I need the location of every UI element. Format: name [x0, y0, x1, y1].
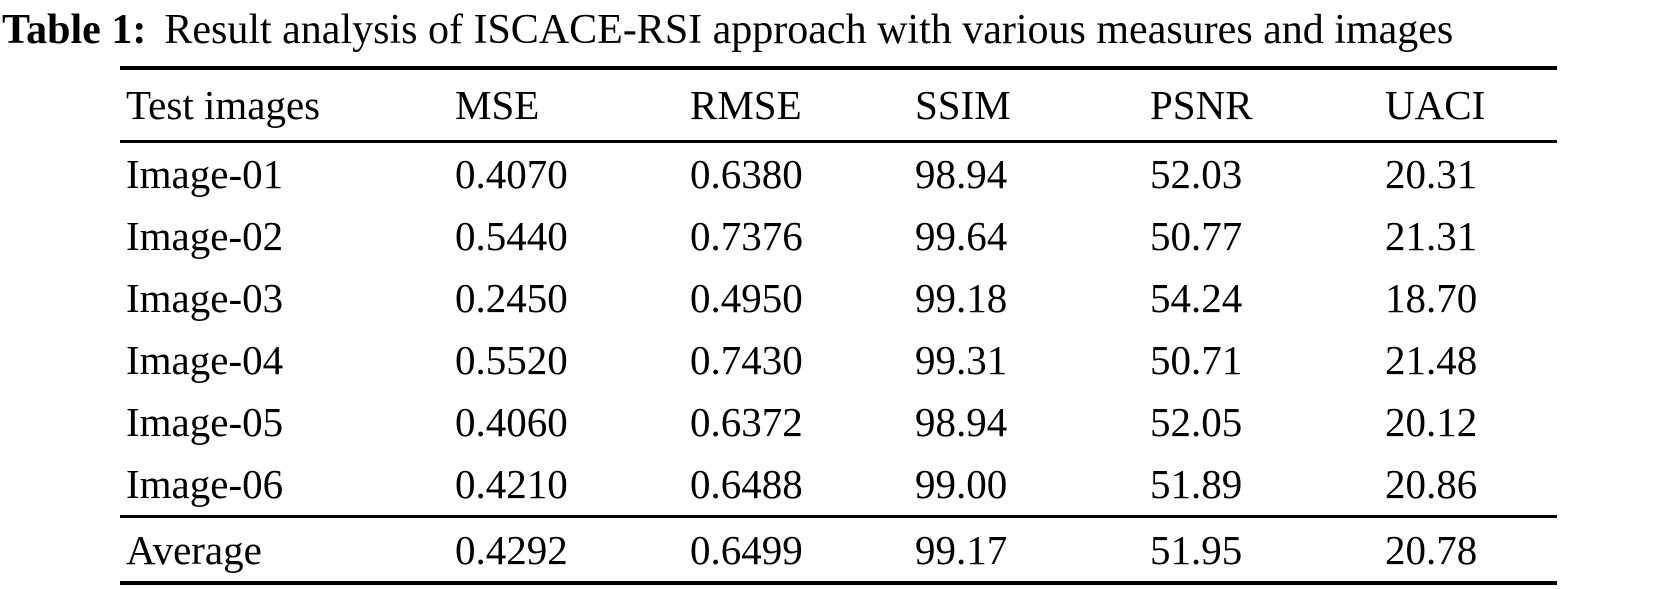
cell-uaci: 18.70: [1385, 275, 1478, 321]
cell-psnr: 51.89: [1150, 461, 1243, 507]
cell-rmse: 0.6499: [690, 515, 915, 583]
cell-rmse: 0.6372: [690, 399, 803, 445]
column-header-test-images: Test images: [120, 68, 455, 143]
row-label: Image-03: [126, 275, 284, 321]
cell-ssim: 99.00: [915, 461, 1008, 507]
cell-uaci: 20.31: [1385, 151, 1478, 197]
cell-mse: 0.4292: [455, 515, 690, 583]
table-caption-label: Table 1:: [2, 7, 147, 53]
cell-rmse: 0.7430: [690, 337, 803, 383]
cell-ssim: 99.18: [915, 275, 1008, 321]
column-header-uaci: UACI: [1385, 68, 1557, 143]
row-label: Image-04: [126, 337, 284, 383]
table-row: Image-05 0.4060 0.6372 98.94 52.05 20.12: [120, 391, 1557, 453]
table-caption: Table 1: Result analysis of ISCACE-RSI ap…: [2, 2, 1671, 58]
cell-mse: 0.4060: [455, 399, 568, 445]
results-table: Test images MSE RMSE SSIM PSNR UACI Imag…: [120, 66, 1557, 585]
average-row: Average 0.4292 0.6499 99.17 51.95 20.78: [120, 515, 1557, 583]
cell-psnr: 54.24: [1150, 275, 1243, 321]
row-label: Image-06: [126, 461, 284, 507]
row-label: Image-05: [126, 399, 284, 445]
table-row: Image-03 0.2450 0.4950 99.18 54.24 18.70: [120, 267, 1557, 329]
cell-rmse: 0.4950: [690, 275, 803, 321]
cell-mse: 0.4210: [455, 461, 568, 507]
cell-rmse: 0.6488: [690, 461, 803, 507]
cell-uaci: 20.78: [1385, 515, 1557, 583]
cell-ssim: 98.94: [915, 399, 1008, 445]
row-label: Image-02: [126, 213, 284, 259]
cell-ssim: 99.17: [915, 515, 1150, 583]
cell-mse: 0.5440: [455, 213, 568, 259]
column-header-ssim: SSIM: [915, 68, 1150, 143]
cell-uaci: 20.86: [1385, 461, 1478, 507]
cell-mse: 0.5520: [455, 337, 568, 383]
cell-uaci: 20.12: [1385, 399, 1478, 445]
cell-psnr: 52.03: [1150, 151, 1243, 197]
cell-uaci: 21.31: [1385, 213, 1478, 259]
table-caption-text: Result analysis of ISCACE-RSI approach w…: [164, 7, 1454, 53]
cell-psnr: 52.05: [1150, 399, 1243, 445]
table-row: Image-01 0.4070 0.6380 98.94 52.03 20.31: [120, 142, 1557, 206]
header-row: Test images MSE RMSE SSIM PSNR UACI: [120, 68, 1557, 143]
cell-ssim: 98.94: [915, 151, 1008, 197]
column-header-psnr: PSNR: [1150, 68, 1385, 143]
table-row: Image-04 0.5520 0.7430 99.31 50.71 21.48: [120, 329, 1557, 391]
cell-ssim: 99.64: [915, 213, 1008, 259]
cell-psnr: 50.71: [1150, 337, 1243, 383]
column-header-rmse: RMSE: [690, 68, 915, 143]
cell-ssim: 99.31: [915, 337, 1008, 383]
cell-psnr: 51.95: [1150, 515, 1385, 583]
column-header-mse: MSE: [455, 68, 690, 143]
cell-uaci: 21.48: [1385, 337, 1478, 383]
cell-rmse: 0.6380: [690, 151, 803, 197]
table-row: Image-06 0.4210 0.6488 99.00 51.89 20.86: [120, 453, 1557, 517]
cell-mse: 0.2450: [455, 275, 568, 321]
cell-mse: 0.4070: [455, 151, 568, 197]
table-row: Image-02 0.5440 0.7376 99.64 50.77 21.31: [120, 205, 1557, 267]
cell-psnr: 50.77: [1150, 213, 1243, 259]
row-label: Average: [120, 515, 455, 583]
cell-rmse: 0.7376: [690, 213, 803, 259]
row-label: Image-01: [126, 151, 284, 197]
